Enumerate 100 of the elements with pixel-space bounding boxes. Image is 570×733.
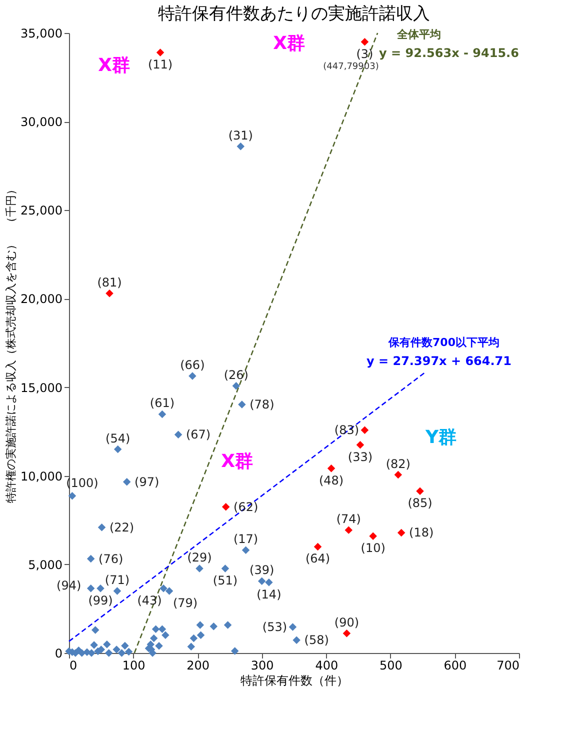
- point: [122, 478, 131, 486]
- annotation: X群: [98, 55, 130, 76]
- annotation: (10): [360, 541, 386, 556]
- annotation: 全体平均: [396, 28, 441, 41]
- annotation: (447,79903): [323, 62, 379, 72]
- point: [91, 626, 100, 634]
- point: [152, 625, 160, 633]
- annotation: Y群: [424, 427, 457, 448]
- y-tick-label: 20,000: [20, 292, 62, 306]
- point: [150, 634, 158, 642]
- annotation: (43): [137, 593, 162, 608]
- y-axis-title: 特許権の実施許諾による収入（株式売却収入を含む） （千円）: [4, 184, 18, 503]
- annotation: y = 27.397x + 664.71: [366, 354, 512, 368]
- point: [121, 642, 129, 650]
- point: [113, 587, 122, 595]
- point: [288, 623, 297, 631]
- annotation: y = 92.563x - 9415.6: [379, 46, 519, 60]
- annotation: (64): [305, 552, 330, 566]
- annotation: (67): [186, 428, 211, 442]
- annotation: (61): [150, 396, 175, 410]
- point: [86, 554, 95, 563]
- point: [242, 546, 250, 554]
- point: [188, 372, 196, 380]
- point: [98, 524, 106, 532]
- annotation: (58): [304, 633, 329, 648]
- annotation: (17): [233, 532, 258, 546]
- point: [224, 621, 232, 629]
- annotation: (33): [348, 450, 373, 464]
- point: [118, 649, 126, 657]
- annotation: (14): [256, 587, 282, 602]
- point: [327, 464, 336, 472]
- point: [397, 528, 406, 537]
- annotation: (81): [97, 275, 122, 290]
- x-tick-label: 400: [315, 658, 338, 672]
- point: [190, 634, 198, 642]
- chart-title: 特許保有件数あたりの実施許諾収入: [158, 4, 430, 24]
- point: [158, 625, 166, 633]
- point: [196, 564, 204, 572]
- point: [232, 382, 240, 390]
- point: [187, 642, 196, 650]
- x-axis-title: 特許保有件数（件）: [240, 674, 348, 688]
- annotation: (74): [336, 512, 361, 526]
- y-tick-label: 10,000: [20, 469, 62, 484]
- y-tick-label: 35,000: [20, 26, 62, 40]
- point: [90, 641, 98, 649]
- x-tick-label: 100: [122, 658, 146, 672]
- y-tick-label: 30,000: [20, 115, 62, 130]
- annotation: (39): [250, 563, 274, 578]
- point: [155, 642, 163, 650]
- x-tick-label: 500: [379, 658, 402, 672]
- annotation: (71): [104, 573, 130, 587]
- point: [416, 487, 424, 495]
- point: [344, 526, 353, 534]
- annotation: (18): [409, 526, 434, 540]
- point: [86, 584, 95, 592]
- annotation: 保有件数700以下平均: [388, 336, 500, 349]
- annotation: X群: [221, 451, 253, 472]
- x-tick-label: 600: [444, 658, 467, 672]
- annotation: (99): [88, 593, 113, 608]
- point: [258, 577, 266, 585]
- annotation: (82): [386, 456, 410, 471]
- point: [96, 584, 104, 592]
- point: [104, 649, 113, 657]
- point: [236, 142, 245, 150]
- point: [394, 470, 402, 479]
- annotation: (90): [334, 615, 360, 630]
- annotation: (83): [334, 423, 360, 438]
- point: [210, 622, 218, 630]
- point: [196, 631, 205, 639]
- annotation: (54): [106, 431, 130, 446]
- x-tick-label: 0: [70, 658, 78, 672]
- annotation: (97): [134, 474, 160, 489]
- point: [292, 636, 300, 644]
- annotation: (76): [98, 552, 124, 566]
- x-tick-label: 200: [186, 658, 210, 672]
- y-tick-label: 25,000: [20, 204, 62, 218]
- annotation: (51): [212, 574, 238, 588]
- point: [230, 647, 239, 655]
- point: [221, 564, 230, 572]
- y-tick-label: 15,000: [20, 380, 62, 395]
- point: [106, 290, 114, 298]
- annotation: (66): [180, 358, 205, 372]
- point: [174, 430, 182, 438]
- point: [162, 631, 170, 639]
- point: [222, 502, 230, 511]
- point: [238, 400, 246, 408]
- annotation: (31): [228, 128, 253, 142]
- point: [114, 445, 122, 454]
- point: [265, 578, 273, 586]
- y-tick-label: 0: [54, 646, 62, 660]
- point: [156, 48, 164, 56]
- point: [68, 492, 76, 500]
- point: [158, 410, 166, 418]
- annotation: (62): [234, 500, 258, 514]
- y-tick-label: 5,000: [28, 558, 62, 572]
- x-tick-label: 700: [496, 658, 520, 672]
- annotation: (78): [250, 397, 274, 412]
- annotation: X群: [273, 33, 305, 54]
- point: [196, 621, 204, 629]
- point: [360, 38, 369, 46]
